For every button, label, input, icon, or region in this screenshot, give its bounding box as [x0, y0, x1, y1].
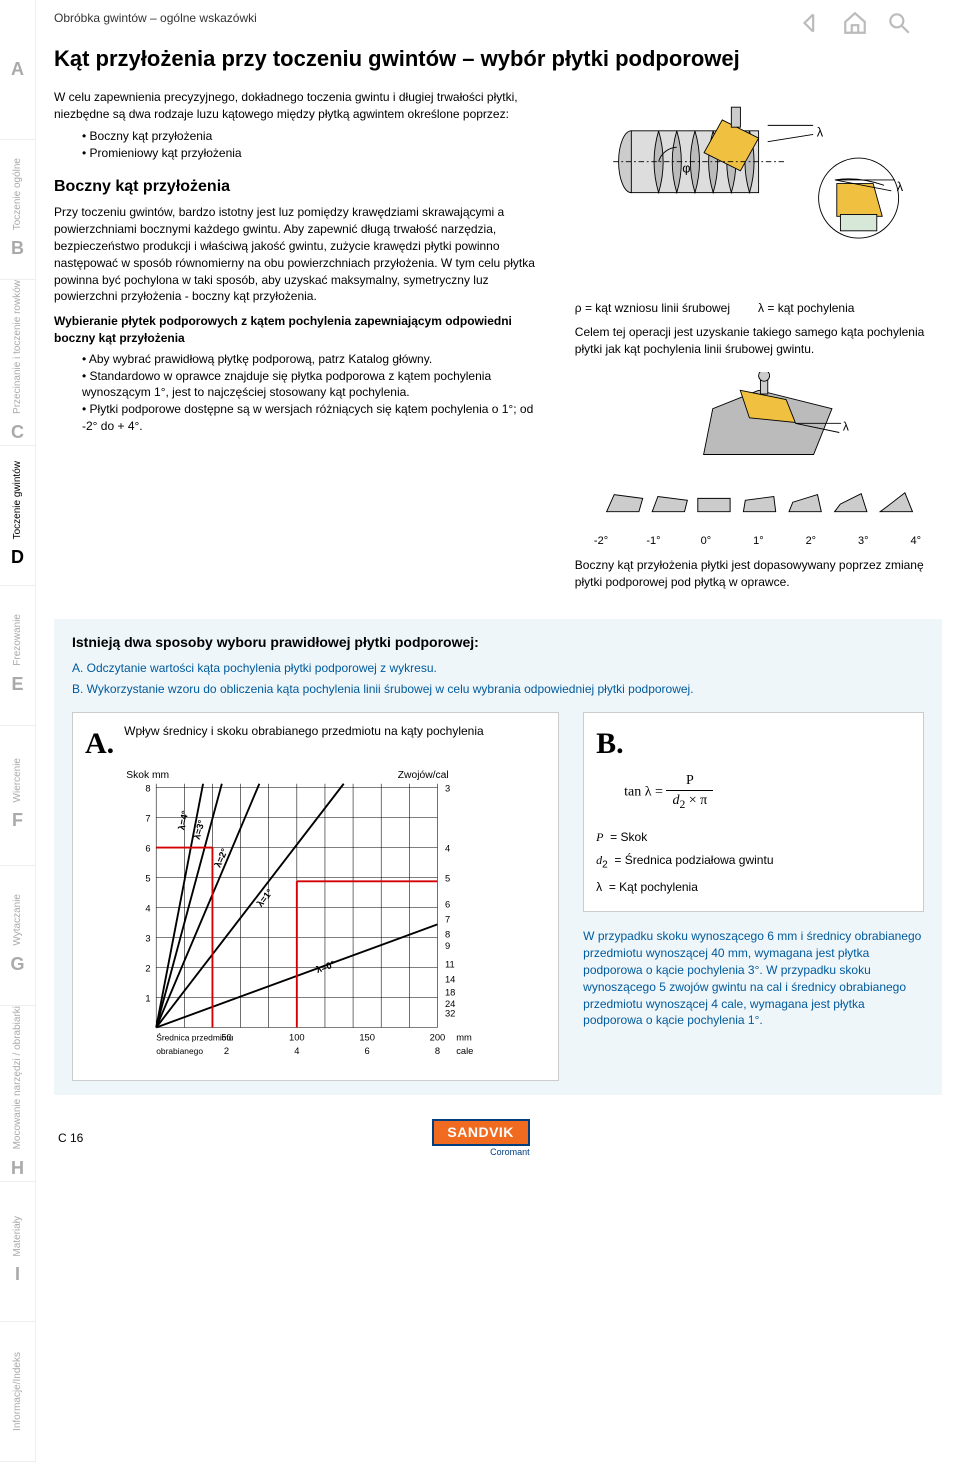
formula: tan λ = P d2 × π: [624, 771, 911, 814]
panel-b: B. tan λ = P d2 × π P = Skok d2 = Średni…: [583, 712, 924, 913]
page-title: Kąt przyłożenia przy toczeniu gwintów – …: [54, 44, 942, 75]
info-option-b: B. Wykorzystanie wzoru do obliczenia kąt…: [72, 681, 924, 698]
tab-a[interactable]: A: [0, 0, 35, 140]
shim-caption: Boczny kąt przyłożenia płytki jest dopas…: [575, 557, 942, 591]
svg-text:6: 6: [445, 899, 450, 909]
body-bullet: Standardowo w oprawce znajduje się płytk…: [82, 368, 551, 402]
svg-text:cale: cale: [456, 1046, 473, 1056]
inclination-chart: Skok mm Zwojów/cal: [85, 765, 546, 1065]
svg-text:18: 18: [445, 987, 455, 997]
info-heading: Istnieją dwa sposoby wyboru prawidłowej …: [72, 633, 924, 653]
back-icon[interactable]: [798, 10, 824, 36]
body-bullet: Płytki podporowe dostępne są w wersjach …: [82, 401, 551, 435]
svg-text:λ: λ: [843, 420, 849, 434]
svg-text:7: 7: [445, 914, 450, 924]
body-para: Przy toczeniu gwintów, bardzo istotny je…: [54, 204, 551, 305]
svg-text:4: 4: [145, 903, 150, 913]
svg-text:mm: mm: [456, 1032, 472, 1042]
svg-text:3: 3: [145, 933, 150, 943]
svg-text:2: 2: [145, 963, 150, 973]
tab-e[interactable]: FrezowanieE: [0, 586, 35, 726]
body-bullet: Aby wybrać prawidłową płytkę podporową, …: [82, 351, 551, 368]
svg-text:obrabianego: obrabianego: [156, 1046, 203, 1056]
svg-text:λ=4°: λ=4°: [177, 809, 191, 831]
svg-text:4: 4: [294, 1046, 299, 1056]
svg-text:32: 32: [445, 1008, 455, 1018]
breadcrumb: Obróbka gwintów – ogólne wskazówki: [54, 10, 257, 27]
thread-angle-figure: φ λ λ: [575, 89, 942, 289]
sub-heading: Wybieranie płytek podporowych z kątem po…: [54, 313, 551, 347]
svg-text:λ=1°: λ=1°: [255, 887, 275, 909]
tab-c[interactable]: Przecinanie i toczenie rowkówC: [0, 280, 35, 446]
shim-angle-labels: -2° -1° 0° 1° 2° 3° 4°: [575, 534, 942, 549]
tab-d[interactable]: Toczenie gwintówD: [0, 446, 35, 586]
intro-bullet: Promieniowy kąt przyłożenia: [82, 145, 551, 162]
y-axis-label: Skok mm: [126, 770, 169, 781]
svg-text:11: 11: [445, 959, 455, 969]
svg-text:φ: φ: [682, 160, 690, 175]
legend-d2: d2 = Średnica podziałowa gwintu: [596, 852, 911, 872]
svg-text:1: 1: [145, 993, 150, 1003]
intro-bullets: Boczny kąt przyłożenia Promieniowy kąt p…: [54, 128, 551, 162]
home-icon[interactable]: [842, 10, 868, 36]
intro-bullet: Boczny kąt przyłożenia: [82, 128, 551, 145]
panel-b-letter: B.: [596, 723, 624, 765]
tab-index[interactable]: Informacje/Indeks: [0, 1322, 35, 1462]
top-icons: [798, 10, 912, 36]
section-tabs: A Toczenie ogólneB Przecinanie i toczeni…: [0, 0, 36, 1462]
svg-text:8: 8: [145, 783, 150, 793]
svg-text:14: 14: [445, 974, 455, 984]
section-heading: Boczny kąt przyłożenia: [54, 176, 551, 198]
legend-lambda: λ = Kąt pochylenia: [596, 879, 911, 896]
shim-holder-figure: λ: [575, 372, 942, 482]
panel-a-letter: A.: [85, 723, 114, 765]
svg-text:100: 100: [289, 1032, 305, 1042]
legend-p: P = Skok: [596, 829, 911, 846]
panel-a: A. Wpływ średnicy i skoku obrabianego pr…: [72, 712, 559, 1081]
info-box: Istnieją dwa sposoby wyboru prawidłowej …: [54, 619, 942, 1095]
tab-b[interactable]: Toczenie ogólneB: [0, 140, 35, 280]
right-axis-label: Zwojów/cal: [398, 770, 449, 781]
svg-text:4: 4: [445, 843, 450, 853]
page-number: C 16: [58, 1130, 83, 1147]
svg-text:5: 5: [145, 873, 150, 883]
svg-text:λ=3°: λ=3°: [192, 818, 207, 840]
svg-text:7: 7: [145, 813, 150, 823]
svg-text:6: 6: [365, 1046, 370, 1056]
shim-angles-figure: [575, 487, 942, 525]
symbol-definitions: ρ = kąt wzniosu linii śrubowej λ = kąt p…: [575, 300, 942, 317]
svg-text:8: 8: [445, 929, 450, 939]
tab-i[interactable]: MateriałyI: [0, 1182, 35, 1322]
svg-text:5: 5: [445, 873, 450, 883]
tab-g[interactable]: WytaczanieG: [0, 866, 35, 1006]
svg-text:2: 2: [224, 1046, 229, 1056]
svg-text:λ: λ: [897, 179, 904, 194]
info-option-a: A. Odczytanie wartości kąta pochylenia p…: [72, 660, 924, 677]
svg-text:λ: λ: [817, 124, 824, 139]
lambda-def: λ = kąt pochylenia: [758, 300, 854, 317]
svg-text:150: 150: [359, 1032, 375, 1042]
right-para: Celem tej operacji jest uzyskanie takieg…: [575, 324, 942, 358]
svg-text:8: 8: [435, 1046, 440, 1056]
sandvik-logo: SANDVIK Coromant: [432, 1119, 530, 1159]
search-icon[interactable]: [886, 10, 912, 36]
svg-text:λ=0°: λ=0°: [315, 959, 337, 975]
rho-def: ρ = kąt wzniosu linii śrubowej: [575, 300, 730, 317]
svg-text:9: 9: [445, 941, 450, 951]
tab-f[interactable]: WiercenieF: [0, 726, 35, 866]
svg-text:6: 6: [145, 843, 150, 853]
panel-a-title: Wpływ średnicy i skoku obrabianego przed…: [124, 723, 484, 740]
intro-para: W celu zapewnienia precyzyjnego, dokładn…: [54, 89, 551, 123]
svg-text:200: 200: [430, 1032, 446, 1042]
svg-text:Średnica przedmiotu: Średnica przedmiotu: [156, 1031, 234, 1042]
example-text: W przypadku skoku wynoszącego 6 mm i śre…: [583, 928, 924, 1029]
body-bullets: Aby wybrać prawidłową płytkę podporową, …: [54, 351, 551, 435]
svg-text:3: 3: [445, 783, 450, 793]
tab-h[interactable]: Mocowanie narzędzi / obrabiarkiH: [0, 1006, 35, 1182]
